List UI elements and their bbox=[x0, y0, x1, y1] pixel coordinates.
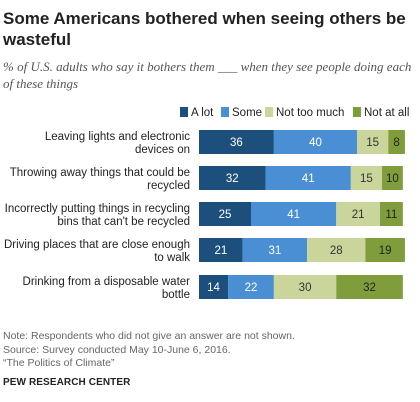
bar-some-1 bbox=[273, 130, 358, 154]
bar-a-lot-4 bbox=[199, 238, 243, 262]
bar-some-4 bbox=[242, 238, 308, 262]
value-label-not-at-all-5: 32 bbox=[363, 282, 376, 294]
value-label-some-3: 41 bbox=[287, 209, 300, 221]
bar-some-5 bbox=[228, 275, 274, 299]
bar-some-2 bbox=[265, 166, 351, 190]
bar-not-at-all-3 bbox=[379, 202, 403, 226]
value-label-not-at-all-4: 19 bbox=[379, 245, 392, 257]
value-label-a-lot-4: 21 bbox=[214, 245, 227, 257]
value-label-not-at-all-2: 10 bbox=[386, 173, 399, 185]
category-label-2: Throwing away things that could be recycl… bbox=[10, 167, 190, 192]
bar-a-lot-5 bbox=[199, 275, 229, 299]
value-label-a-lot-1: 36 bbox=[230, 137, 243, 149]
legend-swatch-not-too-much bbox=[265, 107, 273, 117]
source-text: Source: Survey conducted May 10-June 6, … bbox=[3, 343, 231, 356]
bar-a-lot-2 bbox=[199, 166, 266, 190]
bar-a-lot-3 bbox=[199, 202, 251, 226]
value-label-some-1: 40 bbox=[309, 137, 322, 149]
bar-not-too-much-3 bbox=[336, 202, 380, 226]
chart-notes: Note: Respondents who did not give an an… bbox=[3, 330, 295, 371]
value-label-a-lot-3: 25 bbox=[219, 209, 232, 221]
value-label-not-too-much-4: 28 bbox=[330, 245, 343, 257]
bar-not-too-much-5 bbox=[273, 275, 337, 299]
bar-some-3 bbox=[251, 202, 337, 226]
legend-item-not-at-all: Not at all bbox=[353, 107, 409, 121]
value-label-not-at-all-3: 11 bbox=[385, 209, 397, 221]
value-label-some-2: 41 bbox=[302, 173, 315, 185]
legend-item-not-too-much: Not too much bbox=[265, 107, 344, 121]
legend-label-a-lot: A lot bbox=[191, 107, 214, 119]
bar-a-lot-1 bbox=[199, 130, 274, 154]
value-label-some-4: 31 bbox=[269, 245, 282, 257]
value-label-some-5: 22 bbox=[245, 282, 258, 294]
category-label-5: Drinking from a disposable water bottle bbox=[23, 276, 191, 301]
legend-label-some: Some bbox=[232, 107, 263, 119]
value-label-not-too-much-5: 30 bbox=[299, 282, 312, 294]
report-title-text: “The Politics of Climate” bbox=[3, 357, 115, 369]
legend-swatch-some bbox=[221, 107, 229, 117]
bar-not-too-much-1 bbox=[357, 130, 389, 154]
legend-item-some: Some bbox=[221, 107, 262, 121]
legend-label-not-at-all: Not at all bbox=[364, 107, 410, 119]
value-label-not-too-much-1: 15 bbox=[366, 137, 379, 149]
category-label-4: Driving places that are close enough to w… bbox=[4, 239, 190, 264]
value-label-a-lot-5: 14 bbox=[207, 282, 220, 294]
bar-not-at-all-4 bbox=[365, 238, 405, 262]
category-label-3: Incorrectly putting things in recycling b… bbox=[5, 203, 190, 228]
value-label-a-lot-2: 32 bbox=[226, 173, 239, 185]
bar-not-at-all-5 bbox=[336, 275, 403, 299]
value-label-not-at-all-1: 8 bbox=[393, 137, 399, 149]
legend-swatch-a-lot bbox=[180, 107, 188, 117]
chart-title: Some Americans bothered when seeing othe… bbox=[3, 9, 406, 49]
note-text: Note: Respondents who did not give an an… bbox=[3, 330, 295, 342]
category-label-1: Leaving lights and electronic devices on bbox=[45, 131, 190, 156]
legend-item-a-lot: A lot bbox=[180, 107, 213, 121]
legend-label-not-too-much: Not too much bbox=[276, 107, 345, 119]
bar-not-at-all-2 bbox=[382, 166, 403, 190]
value-label-not-too-much-3: 21 bbox=[352, 209, 365, 221]
bar-not-at-all-1 bbox=[388, 130, 405, 154]
chart-subtitle: % of U.S. adults who say it bothers them… bbox=[3, 59, 412, 91]
bar-not-too-much-2 bbox=[350, 166, 383, 190]
value-label-not-too-much-2: 15 bbox=[360, 173, 373, 185]
bar-not-too-much-4 bbox=[307, 238, 366, 262]
legend-swatch-not-at-all bbox=[353, 107, 361, 117]
brand-logo-text: PEW RESEARCH CENTER bbox=[3, 377, 131, 388]
